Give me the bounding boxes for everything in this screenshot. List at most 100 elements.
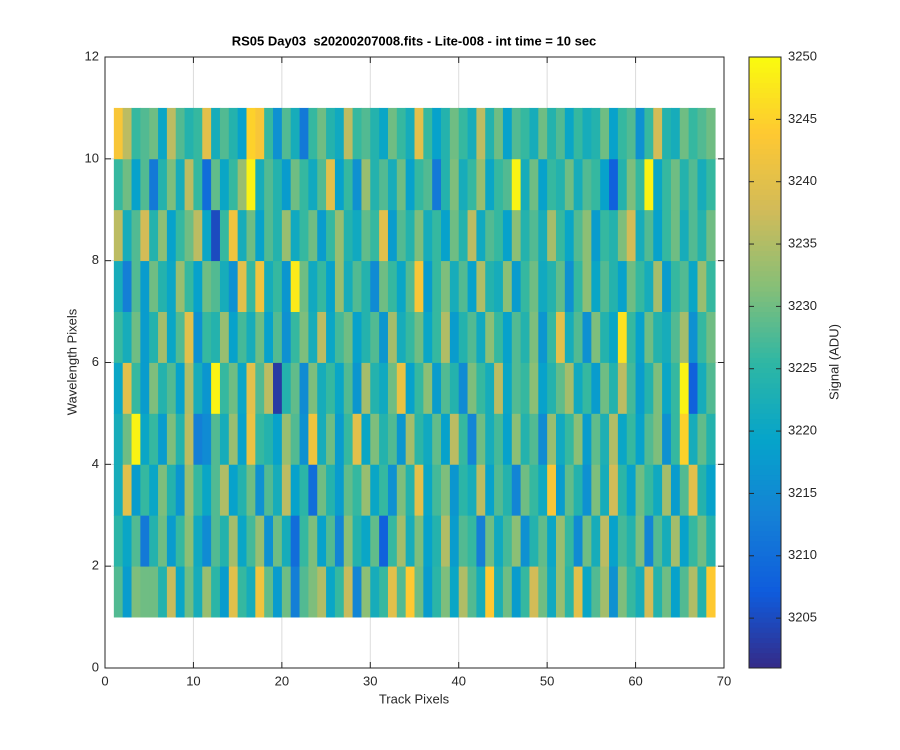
heatmap-cell xyxy=(370,413,380,465)
heatmap-cell xyxy=(299,413,309,465)
heatmap-cell xyxy=(564,158,575,211)
heatmap-cell xyxy=(334,362,345,414)
heatmap-cell xyxy=(343,311,353,363)
colorbar-segment xyxy=(749,499,781,506)
heatmap-cell xyxy=(538,515,548,567)
heatmap-cell xyxy=(246,515,256,567)
heatmap-cell xyxy=(547,566,557,618)
heatmap-cell xyxy=(626,209,636,262)
heatmap-cell xyxy=(538,464,548,516)
heatmap-cell xyxy=(591,515,601,567)
heatmap-cell xyxy=(432,413,442,465)
heatmap-cell xyxy=(158,566,168,618)
heatmap-cell xyxy=(573,515,583,567)
heatmap-cell xyxy=(662,413,672,465)
heatmap-cell xyxy=(405,260,415,312)
heatmap-cell xyxy=(644,209,654,262)
heatmap-cell xyxy=(193,515,203,567)
heatmap-cell xyxy=(317,260,327,312)
heatmap-cell xyxy=(441,311,451,363)
heatmap-cell xyxy=(334,413,345,465)
heatmap-cell xyxy=(679,362,690,414)
colorbar-segment xyxy=(749,561,781,567)
heatmap-cell xyxy=(228,209,239,262)
heatmap-cell xyxy=(706,413,716,465)
heatmap-cell xyxy=(255,158,265,211)
heatmap-cell xyxy=(600,413,610,465)
colorbar-segment xyxy=(749,97,781,104)
heatmap-cell xyxy=(679,464,690,516)
colorbar-segment xyxy=(749,194,781,201)
heatmap-cell xyxy=(273,413,283,465)
heatmap-cell xyxy=(166,107,177,160)
heatmap-cell xyxy=(449,107,460,160)
heatmap-cell xyxy=(361,158,371,211)
heatmap-cell xyxy=(237,515,247,567)
heatmap-cell xyxy=(617,158,628,211)
colorbar-segment xyxy=(749,291,781,297)
heatmap-cell xyxy=(662,311,672,363)
colorbar-segment xyxy=(749,214,781,221)
heatmap-cell xyxy=(361,413,371,465)
heatmap-cell xyxy=(644,413,654,465)
heatmap-cell xyxy=(149,260,159,312)
heatmap-cell xyxy=(396,515,407,567)
heatmap-cell xyxy=(609,362,619,414)
colorbar-segment xyxy=(749,179,781,185)
heatmap-cell xyxy=(441,515,451,567)
heatmap-cell xyxy=(396,464,407,516)
colorbar-segment xyxy=(749,107,781,114)
colorbar-segment xyxy=(749,398,781,404)
heatmap-cell xyxy=(653,107,663,160)
heatmap-cell xyxy=(237,260,247,312)
heatmap-cell xyxy=(458,209,468,262)
heatmap-cell xyxy=(246,209,256,262)
colorbar-segment xyxy=(749,184,781,190)
colorbar-segment xyxy=(749,367,781,374)
heatmap-cell xyxy=(193,566,203,618)
heatmap-cell xyxy=(149,209,159,262)
colorbar-segment xyxy=(749,250,781,257)
heatmap-cell xyxy=(396,107,407,160)
heatmap-cell xyxy=(670,158,681,211)
heatmap-cell xyxy=(140,209,150,262)
colorbar-segment xyxy=(749,235,781,241)
heatmap-cell xyxy=(547,311,557,363)
heatmap-cell xyxy=(158,464,168,516)
heatmap-cell xyxy=(211,209,221,262)
heatmap-cell xyxy=(255,209,265,262)
heatmap-cell xyxy=(334,209,345,262)
colorbar-segment xyxy=(749,403,781,409)
heatmap-cell xyxy=(193,464,203,516)
heatmap-cell xyxy=(494,362,504,414)
heatmap-cell xyxy=(184,311,194,363)
heatmap-cell xyxy=(405,413,415,465)
heatmap-cell xyxy=(370,566,380,618)
heatmap-cell xyxy=(653,566,663,618)
heatmap-cell xyxy=(644,311,654,363)
heatmap-cell xyxy=(502,515,513,567)
heatmap-cell xyxy=(423,209,433,262)
colorbar-segment xyxy=(749,652,781,659)
heatmap-cell xyxy=(246,413,256,465)
heatmap-cell xyxy=(688,515,698,567)
heatmap-cell xyxy=(202,158,212,211)
heatmap-cell xyxy=(140,362,150,414)
heatmap-cell xyxy=(140,566,150,618)
heatmap-cell xyxy=(219,464,230,516)
heatmap-cell xyxy=(688,209,698,262)
colorbar-segment xyxy=(749,209,781,216)
colorbar-segment xyxy=(749,92,781,99)
heatmap-cell xyxy=(679,260,690,312)
heatmap-cell xyxy=(405,566,415,618)
heatmap-cell xyxy=(670,464,681,516)
heatmap-cell xyxy=(326,515,336,567)
heatmap-cell xyxy=(237,566,247,618)
heatmap-cell xyxy=(476,464,486,516)
heatmap-cell xyxy=(122,464,132,516)
heatmap-cell xyxy=(326,566,336,618)
heatmap-cell xyxy=(600,464,610,516)
heatmap-cell xyxy=(538,413,548,465)
x-tick-label: 40 xyxy=(451,673,465,688)
colorbar-tick-label: 3215 xyxy=(788,485,817,500)
